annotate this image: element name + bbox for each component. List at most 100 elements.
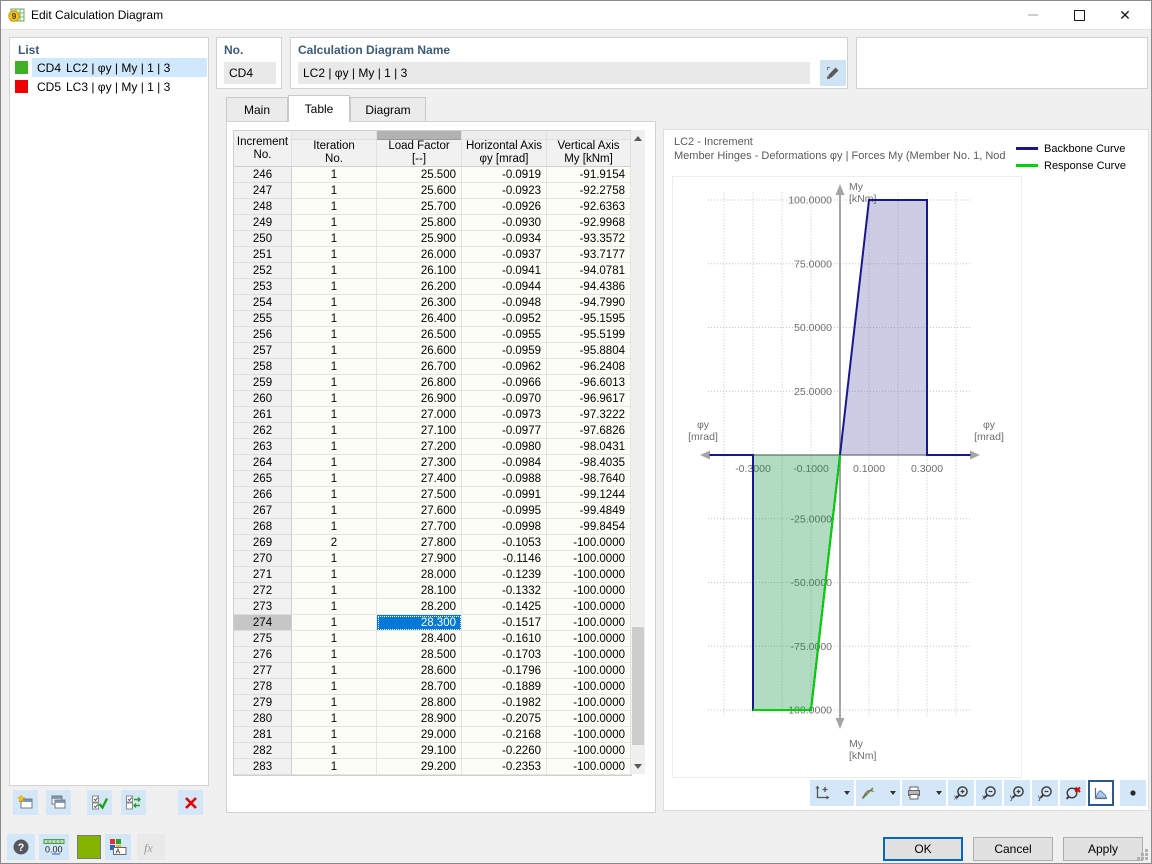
- table-cell[interactable]: -0.1425: [462, 599, 547, 615]
- table-cell[interactable]: 26.900: [377, 391, 462, 407]
- scroll-down-button[interactable]: [631, 758, 645, 774]
- row-header[interactable]: 269: [234, 535, 292, 551]
- row-header[interactable]: 250: [234, 231, 292, 247]
- table-cell[interactable]: 27.900: [377, 551, 462, 567]
- column-header[interactable]: Increment No.: [234, 131, 292, 167]
- table-cell[interactable]: 26.700: [377, 359, 462, 375]
- row-header[interactable]: 271: [234, 567, 292, 583]
- table-cell[interactable]: -0.0984: [462, 455, 547, 471]
- filled-diagram-toggle[interactable]: [1088, 780, 1114, 806]
- table-cell[interactable]: -0.0941: [462, 263, 547, 279]
- row-header[interactable]: 262: [234, 423, 292, 439]
- table-cell[interactable]: -97.6826: [547, 423, 631, 439]
- row-header[interactable]: 272: [234, 583, 292, 599]
- table-cell[interactable]: -100.0000: [547, 599, 631, 615]
- tab-main[interactable]: Main: [226, 97, 288, 122]
- table-cell[interactable]: -0.0930: [462, 215, 547, 231]
- table-cell[interactable]: -100.0000: [547, 551, 631, 567]
- print-button[interactable]: [902, 780, 946, 806]
- row-header[interactable]: 268: [234, 519, 292, 535]
- table-cell[interactable]: -0.0952: [462, 311, 547, 327]
- row-header[interactable]: 283: [234, 759, 292, 775]
- table-cell[interactable]: -100.0000: [547, 535, 631, 551]
- table-cell[interactable]: 26.400: [377, 311, 462, 327]
- table-cell[interactable]: -97.3222: [547, 407, 631, 423]
- table-cell[interactable]: 28.400: [377, 631, 462, 647]
- table-cell[interactable]: 28.600: [377, 663, 462, 679]
- row-header[interactable]: 246: [234, 167, 292, 183]
- row-header[interactable]: 253: [234, 279, 292, 295]
- table-cell[interactable]: 1: [292, 567, 377, 583]
- table-cell[interactable]: 28.900: [377, 711, 462, 727]
- table-cell[interactable]: -93.3572: [547, 231, 631, 247]
- table-cell[interactable]: -0.0934: [462, 231, 547, 247]
- column-header[interactable]: Vertical Axis My [kNm]: [547, 131, 631, 167]
- table-cell[interactable]: -0.2075: [462, 711, 547, 727]
- table-cell[interactable]: 1: [292, 743, 377, 759]
- table-cell[interactable]: -100.0000: [547, 615, 631, 631]
- table-cell[interactable]: 1: [292, 679, 377, 695]
- row-header[interactable]: 281: [234, 727, 292, 743]
- table-cell[interactable]: -0.1239: [462, 567, 547, 583]
- zoom-out-y-button[interactable]: y: [1032, 780, 1058, 806]
- table-cell[interactable]: -100.0000: [547, 647, 631, 663]
- table-cell[interactable]: 1: [292, 599, 377, 615]
- table-cell[interactable]: -99.4849: [547, 503, 631, 519]
- table-cell[interactable]: -0.0977: [462, 423, 547, 439]
- list-item[interactable]: CD4 LC2 | φy | My | 1 | 3: [11, 58, 207, 77]
- row-header[interactable]: 266: [234, 487, 292, 503]
- table-cell[interactable]: 25.700: [377, 199, 462, 215]
- table-cell[interactable]: 25.900: [377, 231, 462, 247]
- table-cell[interactable]: -95.5199: [547, 327, 631, 343]
- table-cell[interactable]: 1: [292, 583, 377, 599]
- table-cell[interactable]: 1: [292, 199, 377, 215]
- row-header[interactable]: 249: [234, 215, 292, 231]
- row-header[interactable]: 251: [234, 247, 292, 263]
- table-cell[interactable]: -96.2408: [547, 359, 631, 375]
- list-item[interactable]: CD5 LC3 | φy | My | 1 | 3: [11, 77, 207, 96]
- table-cell[interactable]: 27.500: [377, 487, 462, 503]
- table-cell[interactable]: -0.0919: [462, 167, 547, 183]
- table-cell[interactable]: -100.0000: [547, 663, 631, 679]
- units-button[interactable]: 0.00: [39, 834, 69, 860]
- table-cell[interactable]: -0.0991: [462, 487, 547, 503]
- table-cell[interactable]: 1: [292, 183, 377, 199]
- table-cell[interactable]: -0.1053: [462, 535, 547, 551]
- table-cell[interactable]: 1: [292, 311, 377, 327]
- table-cell[interactable]: -95.8804: [547, 343, 631, 359]
- table-cell[interactable]: 1: [292, 759, 377, 775]
- row-header[interactable]: 267: [234, 503, 292, 519]
- table-cell[interactable]: 25.500: [377, 167, 462, 183]
- row-header[interactable]: 255: [234, 311, 292, 327]
- table-cell[interactable]: -99.1244: [547, 487, 631, 503]
- table-cell[interactable]: 1: [292, 471, 377, 487]
- table-cell[interactable]: 1: [292, 375, 377, 391]
- table-cell[interactable]: -96.6013: [547, 375, 631, 391]
- table-cell[interactable]: 1: [292, 487, 377, 503]
- row-header[interactable]: 265: [234, 471, 292, 487]
- table-cell[interactable]: 1: [292, 519, 377, 535]
- zoom-in-y-button[interactable]: y: [1004, 780, 1030, 806]
- table-cell[interactable]: -0.2260: [462, 743, 547, 759]
- table-cell[interactable]: 1: [292, 407, 377, 423]
- table-cell[interactable]: -92.2758: [547, 183, 631, 199]
- row-header[interactable]: 274: [234, 615, 292, 631]
- table-cell[interactable]: 27.100: [377, 423, 462, 439]
- help-button[interactable]: ?: [7, 834, 35, 860]
- table-cell[interactable]: -0.0923: [462, 183, 547, 199]
- cancel-button[interactable]: Cancel: [973, 837, 1053, 861]
- row-header[interactable]: 257: [234, 343, 292, 359]
- table-cell[interactable]: -100.0000: [547, 743, 631, 759]
- apply-button[interactable]: Apply: [1063, 837, 1143, 861]
- table-cell[interactable]: -0.1146: [462, 551, 547, 567]
- table-cell[interactable]: -0.0980: [462, 439, 547, 455]
- row-header[interactable]: 259: [234, 375, 292, 391]
- table-cell[interactable]: -0.0988: [462, 471, 547, 487]
- table-cell[interactable]: 27.700: [377, 519, 462, 535]
- table-cell[interactable]: -92.6363: [547, 199, 631, 215]
- table-cell[interactable]: -92.9968: [547, 215, 631, 231]
- new-diagram-axes-button[interactable]: [810, 780, 854, 806]
- table-cell[interactable]: 26.500: [377, 327, 462, 343]
- table-cell[interactable]: 1: [292, 711, 377, 727]
- table-cell[interactable]: 28.200: [377, 599, 462, 615]
